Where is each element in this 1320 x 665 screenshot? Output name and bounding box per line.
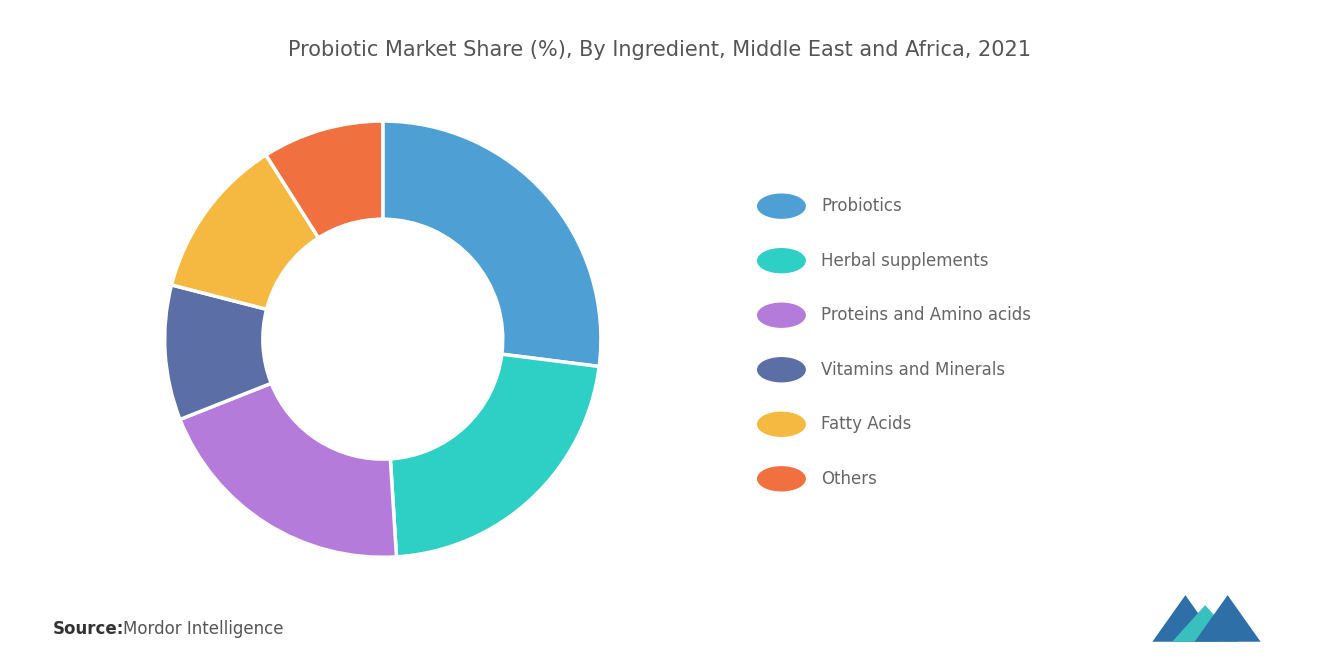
Polygon shape: [1152, 595, 1218, 642]
Wedge shape: [383, 121, 601, 366]
Text: Proteins and Amino acids: Proteins and Amino acids: [821, 306, 1031, 325]
Text: Probiotics: Probiotics: [821, 197, 902, 215]
Polygon shape: [1172, 605, 1238, 642]
Text: Probiotic Market Share (%), By Ingredient, Middle East and Africa, 2021: Probiotic Market Share (%), By Ingredien…: [289, 40, 1031, 60]
Text: Vitamins and Minerals: Vitamins and Minerals: [821, 360, 1005, 379]
Wedge shape: [391, 354, 599, 557]
Wedge shape: [165, 285, 271, 420]
Polygon shape: [1195, 595, 1261, 642]
Text: Fatty Acids: Fatty Acids: [821, 415, 911, 434]
Wedge shape: [265, 121, 383, 238]
Text: Herbal supplements: Herbal supplements: [821, 251, 989, 270]
Text: Mordor Intelligence: Mordor Intelligence: [123, 620, 284, 638]
Wedge shape: [172, 155, 318, 309]
Text: Others: Others: [821, 469, 876, 488]
Text: Source:: Source:: [53, 620, 124, 638]
Wedge shape: [180, 383, 396, 557]
